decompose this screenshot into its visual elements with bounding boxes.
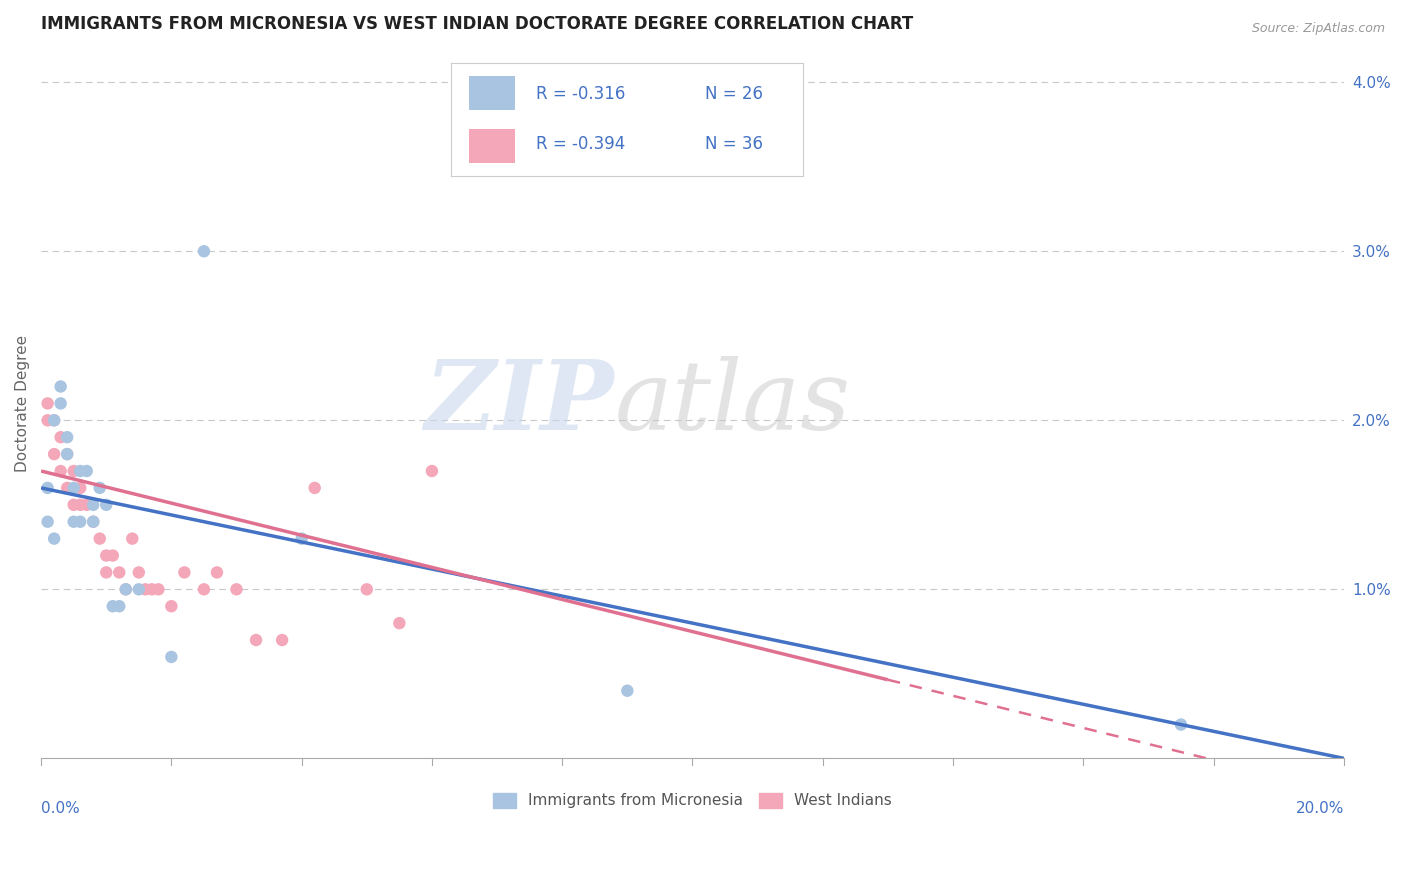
Point xyxy=(193,244,215,259)
Legend: Immigrants from Micronesia, West Indians: Immigrants from Micronesia, West Indians xyxy=(488,787,897,814)
Point xyxy=(44,413,66,427)
Y-axis label: Doctorate Degree: Doctorate Degree xyxy=(15,334,30,472)
Point xyxy=(148,582,170,597)
Point xyxy=(44,532,66,546)
Point xyxy=(56,481,79,495)
Point xyxy=(89,532,111,546)
Point xyxy=(134,582,156,597)
Point xyxy=(1170,717,1192,731)
Point xyxy=(128,566,150,580)
Point xyxy=(193,582,215,597)
Point xyxy=(37,413,59,427)
Point xyxy=(225,582,247,597)
Point xyxy=(37,481,59,495)
Point xyxy=(96,549,118,563)
Point xyxy=(82,498,104,512)
Point xyxy=(62,481,84,495)
Point xyxy=(173,566,195,580)
Text: IMMIGRANTS FROM MICRONESIA VS WEST INDIAN DOCTORATE DEGREE CORRELATION CHART: IMMIGRANTS FROM MICRONESIA VS WEST INDIA… xyxy=(41,15,914,33)
Point xyxy=(62,498,84,512)
Point xyxy=(69,481,91,495)
Point xyxy=(304,481,326,495)
Point xyxy=(69,498,91,512)
Point xyxy=(49,396,72,410)
Point xyxy=(420,464,443,478)
Point xyxy=(44,447,66,461)
Point xyxy=(96,498,118,512)
Point xyxy=(114,582,136,597)
Point xyxy=(96,566,118,580)
Point xyxy=(76,498,98,512)
Point xyxy=(37,396,59,410)
Point xyxy=(121,532,143,546)
Point xyxy=(56,430,79,444)
Point xyxy=(89,481,111,495)
Point xyxy=(356,582,378,597)
Point xyxy=(271,633,294,648)
Point xyxy=(160,599,183,614)
Point xyxy=(128,582,150,597)
Point xyxy=(205,566,228,580)
Point xyxy=(62,515,84,529)
Text: 20.0%: 20.0% xyxy=(1295,801,1344,816)
Point xyxy=(56,447,79,461)
Text: Source: ZipAtlas.com: Source: ZipAtlas.com xyxy=(1251,22,1385,36)
Point xyxy=(69,464,91,478)
Point xyxy=(44,413,66,427)
Point xyxy=(101,599,124,614)
Point xyxy=(49,464,72,478)
Point xyxy=(49,379,72,393)
Point xyxy=(82,515,104,529)
Point xyxy=(141,582,163,597)
Point xyxy=(108,566,131,580)
Point xyxy=(160,649,183,664)
Point xyxy=(245,633,267,648)
Text: 0.0%: 0.0% xyxy=(41,801,80,816)
Point xyxy=(69,515,91,529)
Point xyxy=(291,532,314,546)
Point xyxy=(114,582,136,597)
Point xyxy=(82,515,104,529)
Point xyxy=(616,683,638,698)
Point xyxy=(108,599,131,614)
Text: atlas: atlas xyxy=(614,357,851,450)
Point xyxy=(37,515,59,529)
Point xyxy=(56,447,79,461)
Point xyxy=(101,549,124,563)
Point xyxy=(388,616,411,631)
Text: ZIP: ZIP xyxy=(425,357,614,450)
Point xyxy=(62,464,84,478)
Point xyxy=(49,430,72,444)
Point xyxy=(76,464,98,478)
